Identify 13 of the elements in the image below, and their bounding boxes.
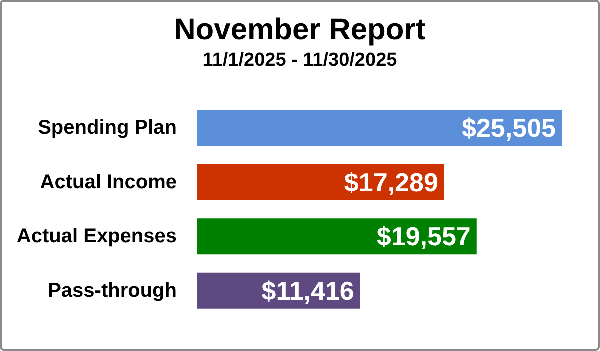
bar [197, 164, 444, 200]
data-label: $19,557 [376, 222, 471, 252]
y-tick-label: Pass-through [48, 280, 177, 302]
y-tick-label: Actual Expenses [16, 226, 177, 248]
data-label: $25,505 [462, 113, 556, 144]
bar [197, 218, 477, 255]
y-tick-label: Spending Plan [38, 117, 177, 140]
data-label: $17,289 [344, 167, 438, 198]
bar [197, 110, 562, 146]
data-label: $11,416 [262, 276, 354, 306]
y-tick-label: Actual Income [40, 171, 177, 194]
chart-title: November Report [174, 14, 426, 46]
chart-subtitle: 11/1/2025 - 11/30/2025 [202, 50, 398, 71]
